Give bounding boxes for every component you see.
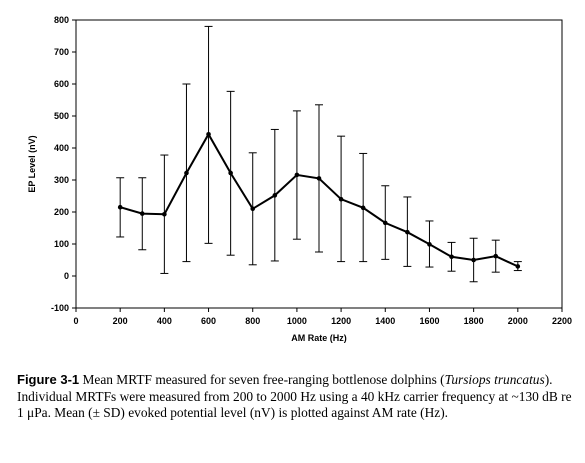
y-tick-label: 800: [54, 15, 69, 25]
x-tick-label: 1000: [287, 316, 307, 326]
data-point: [228, 171, 233, 176]
x-tick-label: 800: [245, 316, 260, 326]
x-tick-label: 600: [201, 316, 216, 326]
data-point: [405, 230, 410, 235]
y-tick-label: 700: [54, 47, 69, 57]
x-tick-label: 1800: [464, 316, 484, 326]
data-point: [427, 242, 432, 247]
x-tick-label: 1600: [419, 316, 439, 326]
data-point: [162, 212, 167, 217]
chart: -100 0 100 200 300 400 500 600 700 800 0 200 400 600…: [0, 0, 585, 360]
y-tick-label: 200: [54, 207, 69, 217]
x-tick-label: 2000: [508, 316, 528, 326]
y-tick-label: 600: [54, 79, 69, 89]
y-axis-label: EP Level (nV): [27, 135, 37, 192]
x-tick-label: 200: [113, 316, 128, 326]
data-point: [295, 173, 300, 178]
y-tick-label: 400: [54, 143, 69, 153]
data-point: [317, 176, 322, 181]
data-point: [339, 197, 344, 202]
error-bars: [116, 26, 522, 281]
y-axis: -100 0 100 200 300 400 500 600 700 800: [51, 15, 76, 313]
y-tick-label: 300: [54, 175, 69, 185]
data-point: [383, 221, 388, 226]
data-point: [206, 132, 211, 137]
x-tick-label: 2200: [552, 316, 572, 326]
x-axis-label: AM Rate (Hz): [291, 333, 347, 343]
data-point: [449, 254, 454, 259]
y-tick-label: -100: [51, 303, 69, 313]
data-point: [118, 205, 123, 210]
caption-species: Tursiops truncatus: [445, 372, 545, 387]
x-tick-label: 0: [73, 316, 78, 326]
data-point: [273, 193, 278, 198]
figure-label: Figure 3-1: [17, 372, 79, 387]
data-point: [250, 207, 255, 212]
x-axis: 0 200 400 600 800 1000 1200 1400 1600 1800 2000 220…: [73, 308, 572, 326]
data-point: [516, 264, 521, 269]
data-point: [361, 206, 366, 211]
data-point: [140, 211, 145, 216]
y-tick-label: 100: [54, 239, 69, 249]
y-tick-label: 0: [64, 271, 69, 281]
x-tick-label: 1400: [375, 316, 395, 326]
x-tick-label: 400: [157, 316, 172, 326]
data-point: [471, 258, 476, 263]
y-tick-label: 500: [54, 111, 69, 121]
figure-caption: Figure 3-1 Mean MRTF measured for seven …: [17, 372, 572, 422]
x-tick-label: 1200: [331, 316, 351, 326]
data-point: [493, 254, 498, 259]
caption-text-1: Mean MRTF measured for seven free-rangin…: [79, 372, 444, 387]
data-point: [184, 171, 189, 176]
